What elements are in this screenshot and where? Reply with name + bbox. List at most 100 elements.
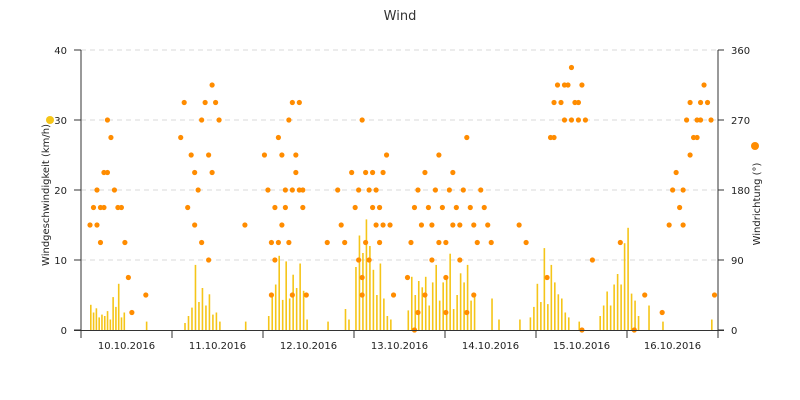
wind-direction-point bbox=[561, 117, 568, 123]
wind-direction-point bbox=[642, 292, 648, 298]
wind-speed-bar bbox=[609, 305, 612, 330]
wind-direction-point bbox=[387, 222, 393, 228]
wind-direction-point bbox=[282, 187, 288, 193]
wind-direction-point bbox=[659, 309, 665, 316]
wind-speed-bar bbox=[295, 288, 298, 330]
wind-direction-point bbox=[474, 239, 480, 246]
wind-speed-bar bbox=[421, 287, 424, 330]
wind-speed-bar bbox=[306, 319, 308, 330]
wind-direction-point bbox=[94, 222, 100, 228]
wind-direction-point bbox=[443, 309, 449, 316]
wind-direction-point bbox=[352, 204, 358, 211]
wind-direction-point bbox=[296, 99, 302, 106]
wind-speed-bar bbox=[92, 312, 95, 330]
wind-speed-bar bbox=[362, 253, 364, 330]
wind-direction-point bbox=[359, 274, 365, 281]
wind-direction-point bbox=[275, 239, 281, 246]
wind-direction-point bbox=[101, 204, 107, 211]
wind-direction-point bbox=[104, 117, 111, 123]
wind-direction-point bbox=[359, 117, 365, 123]
wind-speed-bar bbox=[407, 310, 410, 330]
wind-direction-point bbox=[300, 204, 306, 211]
wind-speed-bar bbox=[662, 321, 664, 330]
wind-direction-point bbox=[202, 99, 208, 106]
wind-speed-bar bbox=[428, 305, 431, 330]
wind-speed-bar bbox=[627, 227, 629, 330]
wind-direction-point bbox=[279, 222, 285, 228]
wind-speed-bar bbox=[208, 294, 211, 330]
x-tick-label: 16.10.2016 bbox=[644, 341, 701, 352]
wind-speed-bar bbox=[470, 300, 472, 330]
wind-speed-bar bbox=[101, 314, 103, 330]
wind-direction-point bbox=[408, 239, 414, 246]
wind-speed-bar bbox=[606, 291, 608, 330]
wind-direction-point bbox=[216, 117, 222, 123]
wind-direction-point bbox=[471, 292, 477, 298]
wind-speed-bar bbox=[244, 321, 247, 330]
wind-direction-point bbox=[209, 82, 215, 88]
wind-speed-bar bbox=[379, 263, 382, 330]
wind-direction-point bbox=[684, 117, 690, 123]
wind-speed-bar bbox=[191, 307, 193, 330]
wind-speed-bar bbox=[106, 311, 109, 330]
left-axis-label: Windgeschwindigkeit (km/h) bbox=[41, 124, 52, 266]
wind-speed-bar bbox=[498, 319, 500, 330]
wind-direction-point bbox=[366, 187, 372, 193]
wind-speed-bar bbox=[198, 302, 200, 330]
wind-direction-point bbox=[443, 274, 449, 281]
wind-direction-point bbox=[554, 82, 561, 88]
wind-direction-point bbox=[356, 257, 362, 263]
wind-speed-bar bbox=[637, 316, 640, 330]
wind-speed-bar bbox=[386, 316, 389, 330]
wind-direction-point bbox=[268, 239, 275, 246]
wind-direction-point bbox=[286, 239, 292, 246]
wind-speed-bar bbox=[215, 312, 218, 330]
wind-direction-point bbox=[694, 134, 700, 141]
wind-direction-point bbox=[422, 169, 428, 176]
wind-direction-point bbox=[272, 257, 278, 263]
wind-speed-bar bbox=[414, 295, 417, 330]
wind-speed-bar bbox=[620, 284, 622, 330]
wind-direction-point bbox=[272, 204, 278, 211]
wind-speed-bar bbox=[115, 306, 117, 330]
wind-direction-point bbox=[617, 239, 623, 246]
wind-direction-point bbox=[568, 64, 575, 71]
wind-speed-bar bbox=[98, 317, 100, 330]
wind-direction-point bbox=[129, 309, 135, 316]
wind-direction-point bbox=[195, 187, 201, 193]
wind-direction-point bbox=[551, 99, 557, 106]
wind-direction-point bbox=[209, 169, 215, 176]
wind-direction-point bbox=[366, 257, 372, 263]
wind-direction-point bbox=[415, 309, 421, 316]
wind-speed-bar bbox=[456, 295, 458, 330]
wind-direction-point bbox=[575, 99, 582, 106]
wind-speed-bar bbox=[459, 273, 462, 330]
wind-speed-bar bbox=[564, 312, 567, 330]
left-tick-label: 20 bbox=[54, 186, 67, 197]
wind-direction-point bbox=[429, 222, 435, 228]
wind-direction-point bbox=[450, 169, 456, 176]
wind-speed-bar bbox=[438, 300, 441, 330]
wind-speed-bar bbox=[634, 300, 636, 330]
wind-direction-point bbox=[268, 292, 275, 298]
wind-direction-point bbox=[206, 152, 212, 158]
x-tick-label: 11.10.2016 bbox=[189, 341, 246, 352]
wind-speed-bar bbox=[452, 309, 455, 330]
wind-speed-bar bbox=[445, 276, 448, 330]
wind-direction-point bbox=[687, 99, 693, 106]
wind-direction-point bbox=[349, 169, 355, 176]
wind-direction-point bbox=[376, 239, 383, 246]
wind-direction-point bbox=[383, 152, 390, 158]
wind-speed-bar bbox=[473, 295, 476, 330]
wind-speed-bar bbox=[372, 269, 375, 330]
left-tick-label: 40 bbox=[54, 46, 67, 57]
wind-speed-bar bbox=[281, 299, 284, 330]
x-tick-label: 13.10.2016 bbox=[371, 341, 428, 352]
wind-speed-bar bbox=[278, 255, 280, 330]
wind-direction-point bbox=[380, 169, 386, 176]
left-tick-label: 0 bbox=[61, 326, 67, 337]
wind-direction-point bbox=[589, 257, 596, 263]
wind-speed-bar bbox=[302, 290, 305, 330]
